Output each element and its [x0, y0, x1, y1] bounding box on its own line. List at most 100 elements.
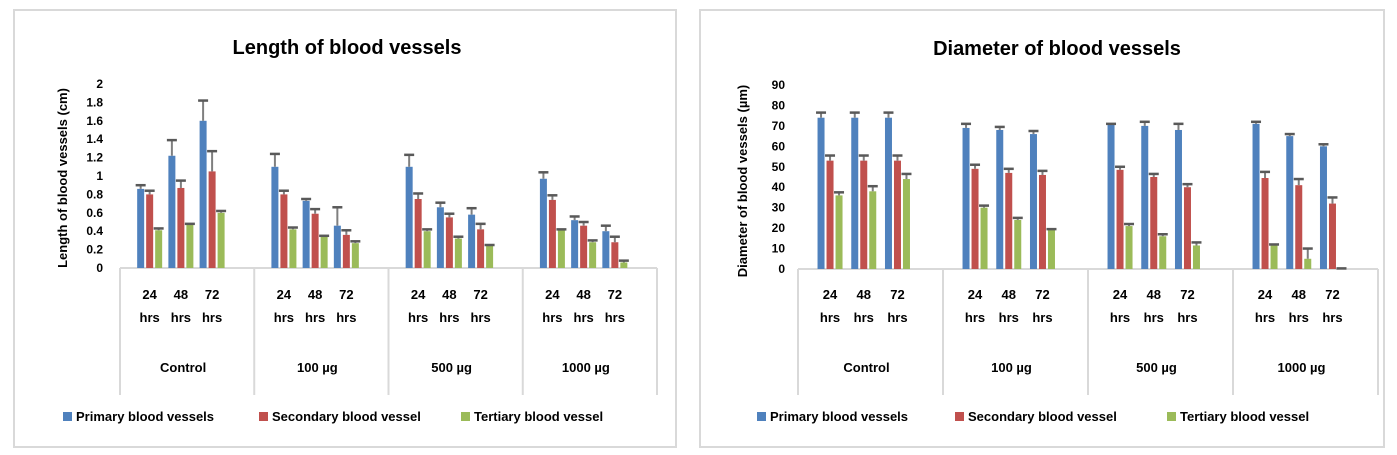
y-tick-label: 1 — [96, 169, 103, 183]
bar — [1270, 245, 1278, 269]
y-tick-label: 0.6 — [86, 206, 103, 220]
chart-title: Diameter of blood vessels — [933, 38, 1181, 60]
legend-swatch — [259, 412, 268, 421]
bar — [996, 129, 1004, 269]
bar — [289, 229, 297, 268]
x-tick-label: hrs — [171, 310, 191, 325]
group-label: 500 µg — [1136, 360, 1177, 375]
bar — [884, 117, 892, 269]
bar — [1038, 174, 1046, 269]
x-tick-label: 24 — [411, 287, 426, 302]
bar — [468, 214, 476, 268]
bar — [1029, 134, 1037, 269]
bar — [1304, 258, 1312, 269]
x-tick-label: hrs — [1144, 310, 1164, 325]
x-tick-label: hrs — [887, 310, 907, 325]
y-tick-label: 80 — [772, 98, 786, 112]
x-tick-label: 24 — [1258, 287, 1273, 302]
legend-label: Tertiary blood vessel — [474, 409, 603, 424]
x-tick-label: 48 — [857, 287, 871, 302]
bar — [186, 223, 194, 268]
x-tick-label: hrs — [470, 310, 490, 325]
y-tick-label: 1.6 — [86, 114, 103, 128]
x-tick-label: 48 — [1147, 287, 1161, 302]
bar — [851, 117, 859, 269]
x-tick-label: 72 — [1035, 287, 1049, 302]
x-tick-label: hrs — [439, 310, 459, 325]
bar — [155, 230, 163, 268]
y-tick-label: 0.8 — [86, 187, 103, 201]
x-tick-label: hrs — [965, 310, 985, 325]
bar — [311, 213, 319, 268]
x-tick-label: 72 — [1325, 287, 1339, 302]
x-tick-label: hrs — [202, 310, 222, 325]
bar — [177, 187, 185, 268]
group-label: 1000 µg — [562, 360, 610, 375]
bar — [580, 225, 588, 268]
bar — [571, 220, 579, 268]
bar — [860, 160, 868, 269]
legend-swatch — [63, 412, 72, 421]
x-tick-label: hrs — [999, 310, 1019, 325]
y-tick-label: 1.2 — [86, 151, 103, 165]
legend-label: Secondary blood vessel — [968, 409, 1117, 424]
bar — [146, 194, 154, 268]
x-tick-label: hrs — [336, 310, 356, 325]
x-tick-label: 72 — [890, 287, 904, 302]
y-tick-label: 0.2 — [86, 243, 103, 257]
bar — [1192, 245, 1200, 269]
bar — [199, 120, 207, 268]
y-axis-label: Diameter of blood vessels (µm) — [735, 85, 750, 277]
y-tick-label: 50 — [772, 160, 786, 174]
bar — [477, 229, 485, 268]
legend-label: Secondary blood vessel — [272, 409, 421, 424]
bar — [1261, 178, 1269, 269]
x-tick-label: hrs — [605, 310, 625, 325]
legend-swatch — [757, 412, 766, 421]
x-tick-label: hrs — [1177, 310, 1197, 325]
x-tick-label: 48 — [576, 287, 590, 302]
y-tick-label: 90 — [772, 78, 786, 92]
x-tick-label: hrs — [542, 310, 562, 325]
y-tick-label: 60 — [772, 139, 786, 153]
x-tick-label: 24 — [968, 287, 983, 302]
bar — [137, 188, 145, 268]
bar — [548, 199, 556, 268]
x-tick-label: 48 — [174, 287, 188, 302]
bar — [971, 168, 979, 269]
y-tick-label: 0 — [96, 261, 103, 275]
x-tick-label: 48 — [308, 287, 322, 302]
bar — [589, 242, 597, 268]
bar — [611, 242, 619, 268]
bar — [271, 166, 279, 268]
bar — [414, 199, 422, 268]
x-tick-label: hrs — [274, 310, 294, 325]
x-tick-label: 72 — [205, 287, 219, 302]
x-tick-label: hrs — [1255, 310, 1275, 325]
x-tick-label: 24 — [823, 287, 838, 302]
group-label: Control — [843, 360, 889, 375]
x-tick-label: hrs — [1322, 310, 1342, 325]
x-tick-label: 48 — [1002, 287, 1016, 302]
x-tick-label: 72 — [608, 287, 622, 302]
bar — [1252, 123, 1260, 269]
x-tick-label: 72 — [1180, 287, 1194, 302]
bar — [1183, 187, 1191, 269]
diameter-chart-panel: Diameter of blood vessels Diameter of blo… — [699, 9, 1385, 448]
x-tick-label: 48 — [442, 287, 456, 302]
y-tick-label: 40 — [772, 180, 786, 194]
x-tick-label: hrs — [408, 310, 428, 325]
y-tick-label: 70 — [772, 119, 786, 133]
bar — [445, 217, 453, 268]
bar — [557, 229, 565, 268]
bar — [835, 195, 843, 269]
legend-label: Primary blood vessels — [76, 409, 214, 424]
x-tick-label: 48 — [1292, 287, 1306, 302]
bar — [342, 234, 350, 268]
bar — [1107, 123, 1115, 269]
legend-label: Tertiary blood vessel — [1180, 409, 1309, 424]
x-tick-label: hrs — [854, 310, 874, 325]
bar — [817, 117, 825, 269]
bar — [902, 179, 910, 269]
bar — [208, 171, 216, 268]
